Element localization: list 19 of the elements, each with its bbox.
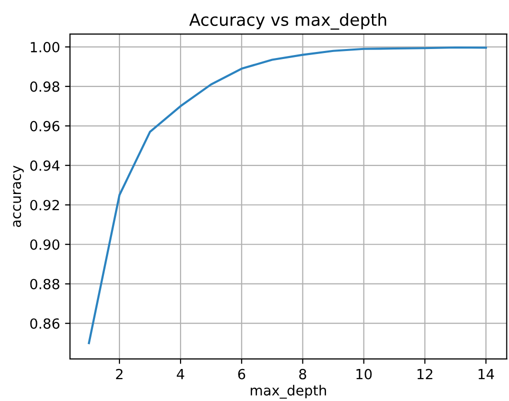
y-tick-label: 0.90	[30, 239, 60, 250]
y-tick-label: 1.00	[30, 42, 60, 52]
chart-title: Accuracy vs max_depth	[189, 13, 386, 30]
y-tick-label: 0.86	[30, 318, 60, 329]
x-tick-label: 8	[299, 368, 306, 380]
y-tick-label: 0.88	[30, 278, 60, 290]
x-tick-label: 12	[418, 368, 432, 380]
y-axis-title: accuracy	[13, 166, 24, 227]
y-tick-label: 0.92	[30, 200, 59, 210]
x-axis-title: max_depth	[250, 384, 326, 399]
x-tick-label: 10	[356, 368, 372, 380]
line-series	[88, 46, 487, 344]
x-tick-label: 6	[238, 368, 246, 380]
x-tick-label: 14	[478, 369, 494, 380]
y-tick-label: 0.94	[30, 160, 60, 171]
x-tick-label: 2	[116, 368, 122, 380]
y-tick-label: 0.96	[30, 120, 60, 132]
x-tick-label: 4	[176, 369, 184, 380]
y-tick-label: 0.98	[30, 81, 60, 92]
